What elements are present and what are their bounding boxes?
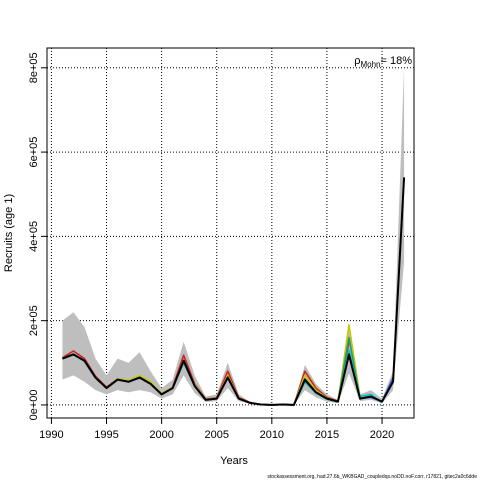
annotation-subscript: Mohn [360, 60, 380, 69]
y-tick-label: 8e+05 [28, 52, 40, 83]
y-tick-label: 0e+00 [28, 389, 40, 420]
annotation-symbol: ρ [354, 55, 360, 67]
x-tick-label: 2015 [315, 429, 339, 441]
plot-frame [46, 47, 415, 419]
x-tick-label: 2020 [370, 429, 394, 441]
x-tick-label: 2005 [204, 429, 228, 441]
x-tick-label: 1990 [39, 429, 63, 441]
y-tick-label: 6e+05 [28, 137, 40, 168]
series-line [62, 177, 406, 406]
y-tick-label: 4e+05 [28, 221, 40, 252]
confidence-band [62, 67, 405, 405]
x-tick-label: 2000 [149, 429, 173, 441]
y-tick-label: 2e+05 [28, 305, 40, 336]
footer: stockassessment.org, had.27.6b_WKBGAD_co… [267, 474, 477, 480]
annotation-text: = 18% [381, 55, 413, 67]
y-axis-label: Recruits (age 1) [3, 194, 15, 272]
annotation: ρMohn= 18% [354, 55, 412, 69]
x-tick-label: 1995 [94, 429, 118, 441]
x-tick-label: 2010 [260, 429, 284, 441]
x-axis-label: Years [220, 455, 248, 467]
series-line [62, 341, 350, 406]
